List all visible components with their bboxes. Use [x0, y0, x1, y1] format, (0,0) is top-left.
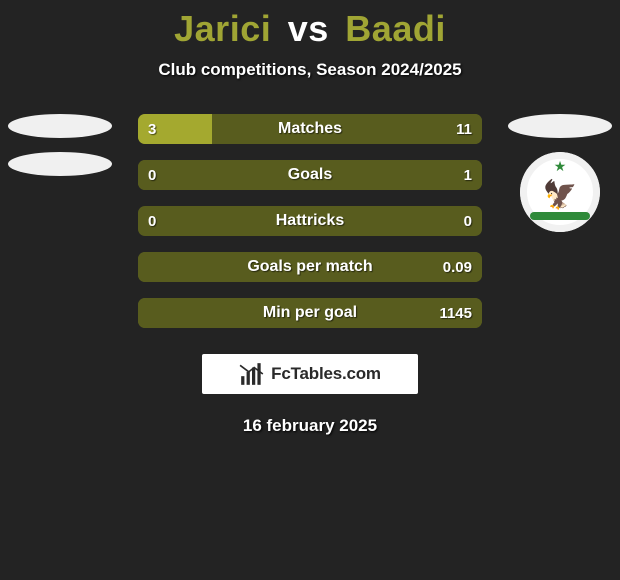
- club-crest-placeholder: [8, 114, 112, 138]
- bar-chart-icon: [239, 361, 265, 387]
- content: ★ 🦅 311Matches 01Goals 00Hattricks 0.09Goal…: [0, 114, 620, 328]
- metric-bar: 1145Min per goal: [138, 298, 482, 328]
- branding-text: FcTables.com: [271, 364, 381, 384]
- date: 16 february 2025: [0, 416, 620, 436]
- metric-bar: 311Matches: [138, 114, 482, 144]
- star-icon: ★: [554, 158, 567, 175]
- club-crest-placeholder: [508, 114, 612, 138]
- bar-metric-label: Matches: [138, 114, 482, 144]
- comparison-bars: 311Matches 01Goals 00Hattricks 0.09Goals pe…: [138, 114, 482, 328]
- bar-metric-label: Goals: [138, 160, 482, 190]
- left-crest-column: [0, 114, 120, 176]
- subtitle: Club competitions, Season 2024/2025: [0, 60, 620, 80]
- comparison-card: Jarici vs Baadi Club competitions, Seaso…: [0, 0, 620, 580]
- right-crest-column: ★ 🦅: [500, 114, 620, 232]
- metric-bar: 0.09Goals per match: [138, 252, 482, 282]
- player1-name: Jarici: [174, 8, 271, 49]
- bar-metric-label: Hattricks: [138, 206, 482, 236]
- metric-bar: 00Hattricks: [138, 206, 482, 236]
- club-crest-placeholder: [8, 152, 112, 176]
- crest-band: [530, 212, 590, 220]
- metric-bar: 01Goals: [138, 160, 482, 190]
- bar-metric-label: Goals per match: [138, 252, 482, 282]
- player2-name: Baadi: [345, 8, 446, 49]
- branding-box: FcTables.com: [202, 354, 418, 394]
- bar-metric-label: Min per goal: [138, 298, 482, 328]
- vs-separator: vs: [288, 8, 329, 49]
- eagle-icon: 🦅: [543, 178, 578, 211]
- title: Jarici vs Baadi: [0, 0, 620, 50]
- club-crest-raja: ★ 🦅: [520, 152, 600, 232]
